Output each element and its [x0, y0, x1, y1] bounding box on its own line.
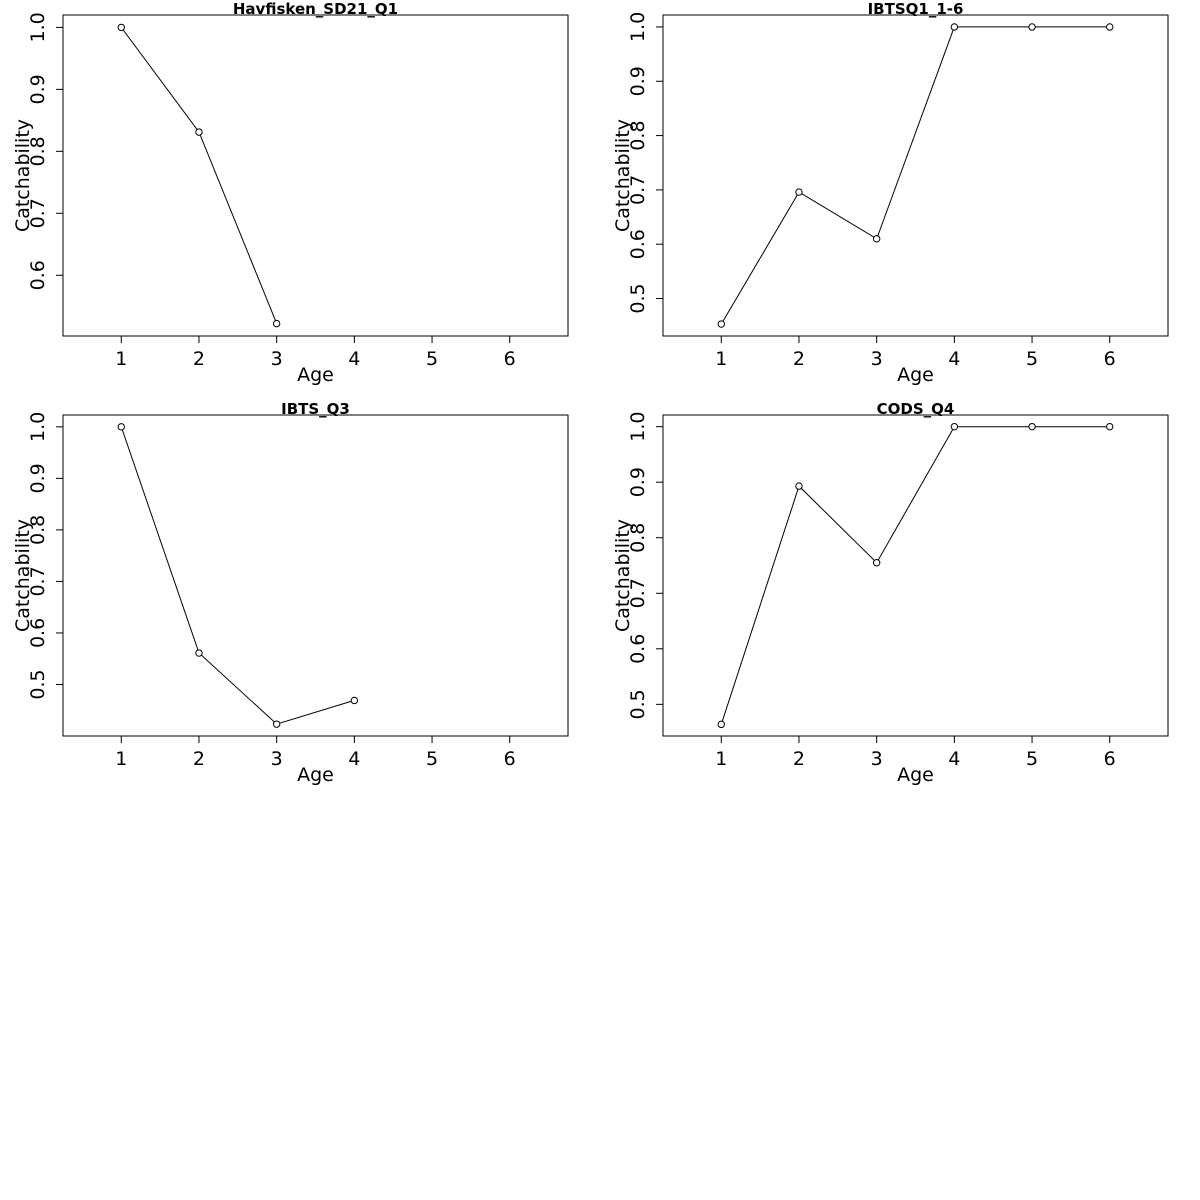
x-tick-label: 4 — [348, 748, 360, 770]
y-tick-label: 0.5 — [627, 689, 649, 719]
data-point — [350, 696, 359, 705]
y-tick-label: 0.7 — [627, 175, 649, 205]
y-tick-label: 0.9 — [27, 74, 49, 104]
x-tick-label: 4 — [348, 348, 360, 370]
y-tick-label: 1.0 — [627, 412, 649, 442]
data-point — [195, 128, 203, 136]
series-line — [120, 27, 278, 324]
data-point — [872, 559, 881, 567]
y-tick-label: 0.7 — [27, 566, 49, 596]
chart-title: IBTS_Q3 — [281, 400, 350, 418]
data-point — [117, 23, 125, 32]
y-tick-label: 0.8 — [27, 136, 49, 166]
plot-frame — [62, 14, 569, 337]
y-tick-label: 0.9 — [627, 467, 649, 497]
series-line — [120, 426, 355, 725]
x-tick-label: 1 — [715, 748, 727, 770]
y-tick-label: 0.6 — [27, 618, 49, 648]
y-tick-label: 1.0 — [27, 12, 49, 42]
x-tick-label: 1 — [715, 348, 727, 370]
y-axis-label: Catchability — [612, 519, 634, 632]
x-tick-label: 6 — [1104, 348, 1116, 370]
chart-title: CODS_Q4 — [877, 400, 955, 418]
x-tick-label: 3 — [871, 348, 883, 370]
data-point — [950, 422, 959, 431]
data-point — [1028, 23, 1036, 31]
y-tick-label: 0.8 — [627, 523, 649, 553]
chart-panel-3: IBTS_Q3 1 2 3 4 5 6 0.5 0.6 0.7 0.8 0.9 1.0 Age Catcha… — [12, 400, 569, 786]
x-axis-label: Age — [297, 364, 334, 386]
x-tick-label: 2 — [793, 748, 805, 770]
x-tick-label: 2 — [793, 348, 805, 370]
data-point — [795, 188, 803, 196]
plot-frame — [662, 414, 1169, 737]
x-tick-label: 4 — [948, 348, 960, 370]
x-tick-label: 6 — [1104, 748, 1116, 770]
x-tick-label: 6 — [504, 748, 516, 770]
x-tick-label: 3 — [871, 748, 883, 770]
x-tick-label: 3 — [271, 348, 283, 370]
y-tick-label: 0.5 — [27, 669, 49, 699]
data-point — [1106, 422, 1114, 431]
x-tick-label: 1 — [115, 348, 127, 370]
y-tick-label: 1.0 — [627, 12, 649, 42]
x-axis-label: Age — [897, 764, 934, 786]
x-tick-label: 5 — [426, 748, 438, 770]
chart-panel-2: IBTSQ1_1-6 1 2 3 4 5 6 0.5 0.6 0.7 0.8 0.9 1.0 Age Cat… — [612, 0, 1169, 386]
data-point — [717, 320, 725, 328]
plot-frame — [62, 414, 569, 737]
data-point — [117, 423, 125, 431]
chart-panel-1: Havfisken_SD21_Q1 1 2 3 4 5 6 0.6 0.7 0.8 0.9 1.0 Ag… — [12, 0, 569, 386]
x-tick-label: 4 — [948, 748, 960, 770]
y-axis-label: Catchability — [612, 119, 634, 232]
x-tick-label: 6 — [504, 348, 516, 370]
data-point — [272, 720, 281, 728]
data-point — [272, 319, 281, 328]
x-tick-label: 1 — [115, 748, 127, 770]
chart-title: Havfisken_SD21_Q1 — [233, 0, 398, 18]
x-tick-label: 3 — [271, 748, 283, 770]
chart-panel-4: CODS_Q4 1 2 3 4 5 6 0.5 0.6 0.7 0.8 0.9 1.0 Age Catcha… — [612, 400, 1169, 786]
x-tick-label: 5 — [1026, 748, 1038, 770]
series-line — [720, 426, 1110, 725]
x-tick-label: 5 — [426, 348, 438, 370]
data-point — [950, 23, 959, 31]
x-axis-label: Age — [897, 364, 934, 386]
x-axis-label: Age — [297, 764, 334, 786]
y-axis-label: Catchability — [12, 519, 34, 632]
x-tick-label: 5 — [1026, 348, 1038, 370]
data-point — [872, 235, 881, 243]
y-tick-label: 1.0 — [27, 412, 49, 442]
y-tick-label: 0.6 — [27, 260, 49, 290]
y-tick-label: 0.6 — [627, 634, 649, 664]
data-point — [195, 649, 203, 657]
y-tick-label: 0.7 — [627, 578, 649, 608]
y-tick-label: 0.9 — [627, 66, 649, 96]
data-point — [795, 482, 803, 490]
plot-frame — [662, 14, 1169, 337]
data-point — [1106, 23, 1114, 31]
y-tick-label: 0.8 — [27, 515, 49, 545]
y-tick-label: 0.5 — [627, 283, 649, 313]
y-axis-label: Catchability — [12, 119, 34, 232]
series-line — [720, 26, 1110, 325]
data-point — [717, 720, 725, 729]
y-tick-label: 0.8 — [627, 120, 649, 150]
x-tick-label: 2 — [193, 748, 205, 770]
data-point — [1028, 422, 1036, 431]
x-tick-label: 2 — [193, 348, 205, 370]
y-tick-label: 0.7 — [27, 198, 49, 228]
chart-title: IBTSQ1_1-6 — [868, 0, 964, 18]
y-tick-label: 0.9 — [27, 463, 49, 493]
y-tick-label: 0.6 — [627, 229, 649, 259]
